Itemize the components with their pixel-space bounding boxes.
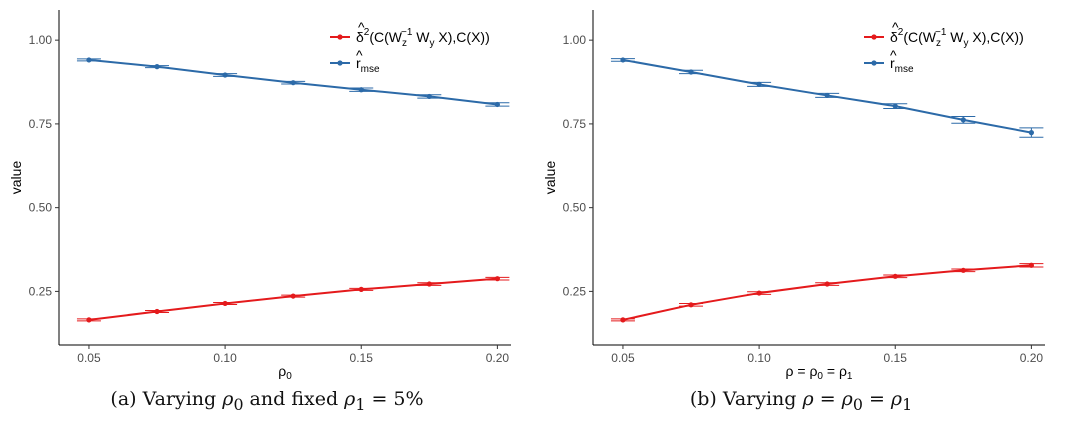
legend-hat-mark: ^ (892, 19, 899, 35)
legend-hat-mark: ^ (356, 47, 363, 63)
data-point (494, 101, 500, 108)
legend-hat-mark: ^ (358, 19, 365, 35)
legend-key-point (871, 34, 877, 40)
chart-panel-b: 0.25 0.50 0.75 1.00 0.05 0.10 0.15 0.20 value ρ =… (534, 0, 1068, 434)
y-axis-title: value (8, 161, 24, 195)
chart-b-svg: 0.25 0.50 0.75 1.00 0.05 0.10 0.15 0.20 value ρ =… (542, 10, 1045, 380)
y-tick-label: 0.75 (563, 117, 587, 131)
data-point (756, 81, 762, 87)
x-tick-label: 0.10 (747, 351, 771, 365)
y-tick-label: 0.50 (29, 201, 53, 215)
x-tick-label: 0.20 (1020, 351, 1044, 365)
legend-hat-mark: ^ (890, 47, 897, 63)
chart-a-svg: 0.25 0.50 0.75 1.00 0.05 0.10 0.15 0.20 value ρ0 δ… (8, 10, 511, 380)
x-axis-title: ρ0 (278, 363, 292, 380)
data-point (222, 300, 228, 307)
caption-b: (b) Varying ρ = ρ0 = ρ1 (689, 388, 913, 414)
y-tick-label: 0.50 (563, 201, 587, 215)
x-tick-label: 0.20 (486, 351, 510, 365)
legend-label-rmse: rmse (356, 55, 380, 75)
y-tick-label: 1.00 (29, 33, 53, 47)
data-point (824, 92, 830, 99)
data-point (358, 87, 364, 93)
x-axis-title: ρ = ρ0 = ρ1 (786, 363, 853, 380)
data-point (426, 281, 432, 287)
data-point (154, 64, 160, 70)
data-point (86, 57, 92, 63)
series-line-0 (88, 277, 498, 321)
data-point (86, 317, 92, 323)
data-point (688, 69, 694, 75)
data-point (892, 273, 898, 279)
data-point (1028, 130, 1034, 136)
x-tick-label: 0.15 (884, 351, 908, 365)
data-point (154, 308, 160, 315)
data-point (688, 302, 694, 308)
legend-key-point (337, 60, 343, 66)
legend-key-point (871, 60, 877, 66)
chart-panel-a: 0.25 0.50 0.75 1.00 0.05 0.10 0.15 0.20 value ρ0 δ… (8, 10, 511, 414)
data-point (824, 281, 830, 287)
data-point (756, 290, 762, 296)
data-point (290, 80, 296, 86)
legend-label-delta: δ2(C(Wz−1 Wy X),C(X)) (356, 27, 490, 49)
data-point (960, 117, 966, 123)
series-line-0 (622, 264, 1032, 321)
data-point (620, 57, 626, 63)
data-point (1028, 262, 1034, 268)
caption-a: (a) Varying ρ0 and fixed ρ1 = 5% (110, 388, 424, 414)
legend-label-rmse: rmse (890, 55, 914, 75)
data-point (426, 93, 432, 100)
data-point (494, 276, 500, 282)
data-point (960, 267, 966, 273)
legend-key-point (337, 34, 343, 40)
x-tick-label: 0.05 (611, 351, 635, 365)
data-point (620, 317, 626, 323)
x-tick-label: 0.10 (213, 351, 237, 365)
y-tick-label: 0.25 (563, 284, 587, 298)
data-point (290, 293, 296, 299)
data-point (222, 72, 228, 78)
y-tick-label: 0.75 (29, 117, 53, 131)
legend-label-delta: δ2(C(Wz−1 Wy X),C(X)) (890, 27, 1024, 49)
data-point (892, 103, 898, 109)
y-axis-title: value (542, 161, 558, 195)
x-tick-label: 0.15 (350, 351, 374, 365)
y-tick-label: 0.25 (29, 284, 53, 298)
x-tick-label: 0.05 (77, 351, 101, 365)
y-tick-label: 1.00 (563, 33, 587, 47)
data-point (358, 286, 364, 292)
